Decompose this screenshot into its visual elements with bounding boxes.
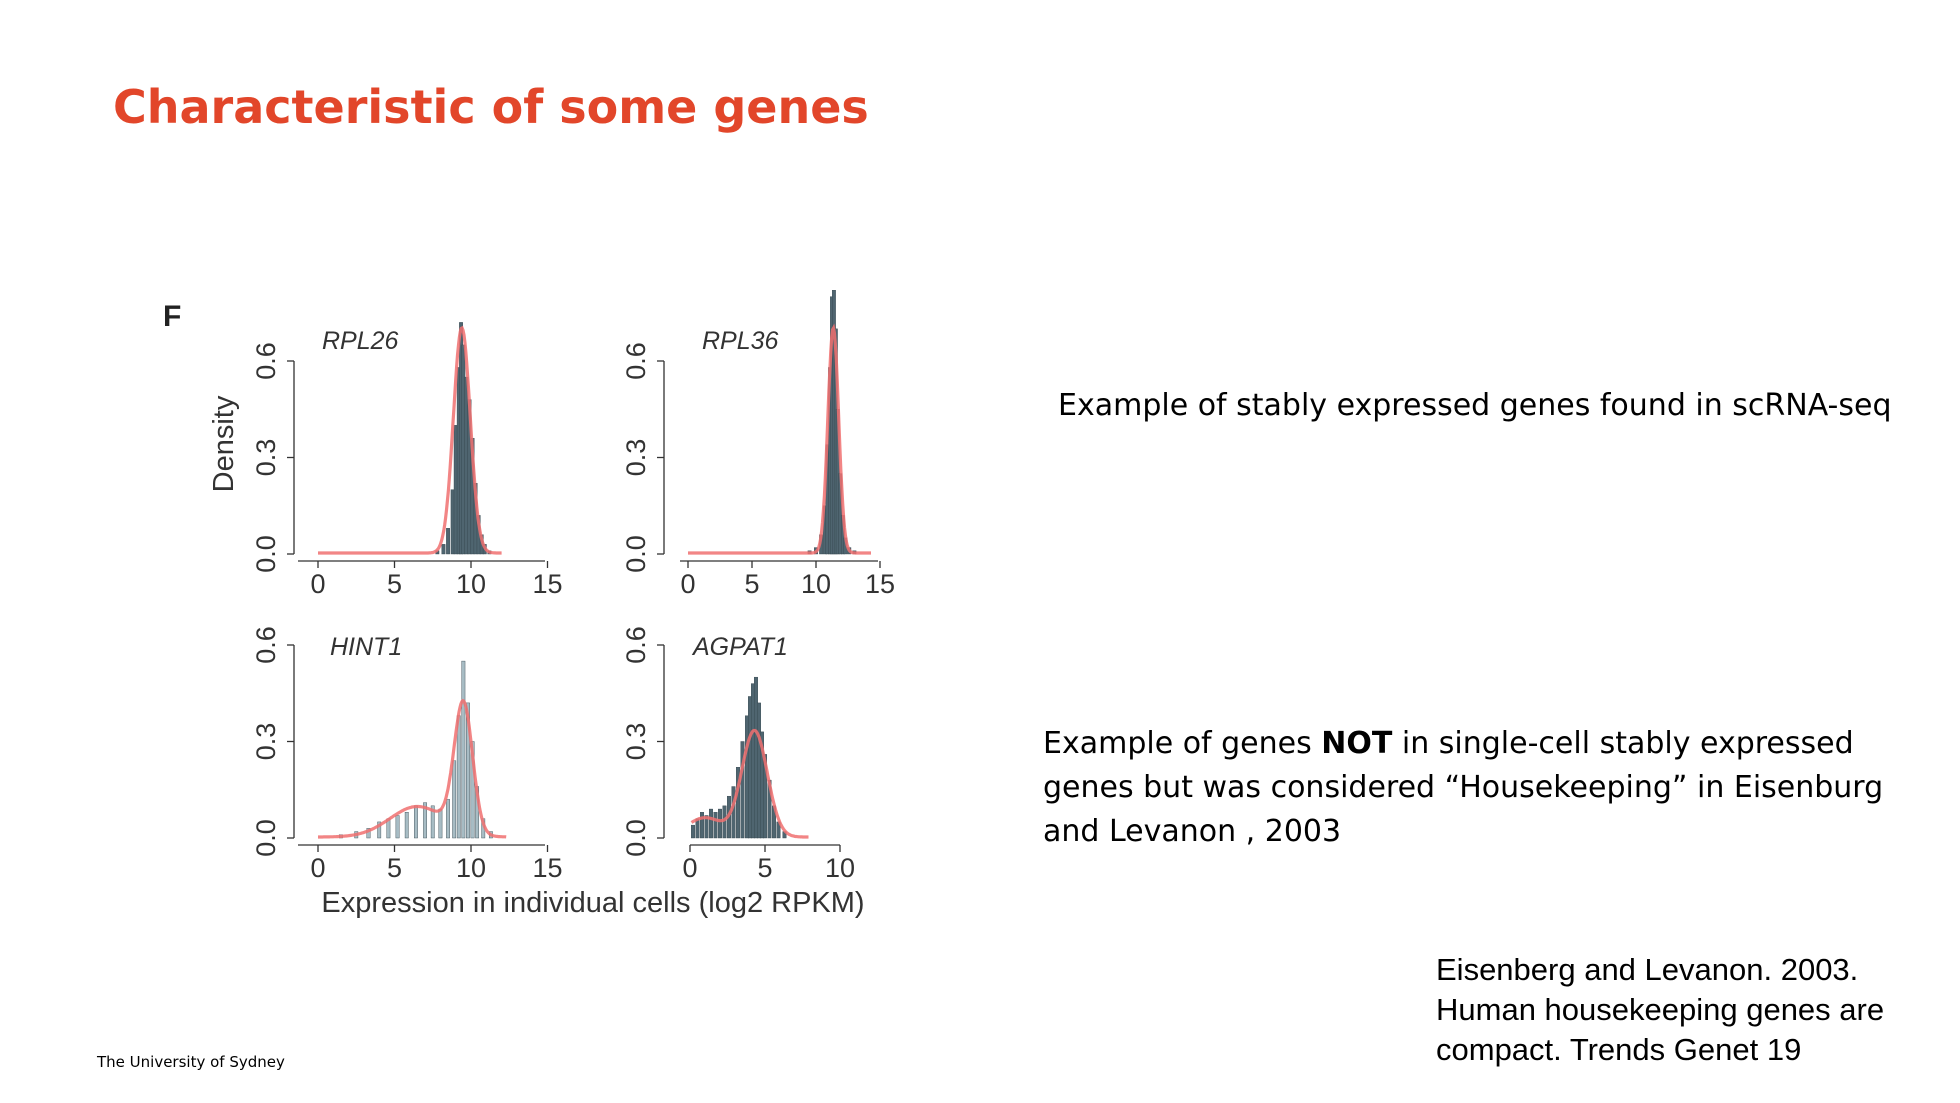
y-tick-label: 0.6 <box>251 626 281 664</box>
histogram-bar <box>704 815 709 839</box>
y-tick-label: 0.3 <box>621 439 651 477</box>
x-tick-label: 0 <box>310 569 325 599</box>
histogram-bar <box>700 812 705 839</box>
chart-panel-rpl26: 0 5 10 15 0.0 0.3 0.6 RPL26 Density <box>208 322 563 599</box>
stable-genes-note: Example of stably expressed genes found … <box>1058 388 1892 423</box>
x-tick-label: 15 <box>532 569 562 599</box>
histogram-bar <box>446 528 450 555</box>
gene-title: RPL36 <box>702 327 779 355</box>
histogram-bar <box>404 812 409 839</box>
y-tick-label: 0.0 <box>621 819 651 857</box>
histogram-bar <box>446 799 450 839</box>
note-prefix: Example of genes <box>1043 726 1322 761</box>
x-tick-label: 15 <box>532 853 562 883</box>
histogram-bar <box>709 808 714 839</box>
x-tick-label: 0 <box>680 569 695 599</box>
note-emphasis: NOT <box>1321 726 1393 761</box>
density-curve <box>318 325 502 555</box>
gene-title: RPL26 <box>322 327 399 355</box>
x-tick-label: 10 <box>801 569 831 599</box>
histogram-bar <box>414 805 418 839</box>
y-tick-label: 0.6 <box>621 342 651 380</box>
histogram-bar <box>456 715 461 839</box>
x-tick-label: 5 <box>387 569 402 599</box>
histogram-bar <box>441 544 446 555</box>
histogram-bar <box>466 702 470 839</box>
x-tick-label: 10 <box>825 853 855 883</box>
x-tick-label: 15 <box>865 569 895 599</box>
gene-title: AGPAT1 <box>691 633 788 661</box>
histogram-bar <box>713 812 718 839</box>
x-tick-label: 5 <box>387 853 402 883</box>
density-curve <box>690 728 809 839</box>
x-axis-label: Expression in individual cells (log2 RPK… <box>321 887 864 919</box>
histogram-bar <box>736 767 741 839</box>
histogram-bar <box>395 815 400 839</box>
x-tick-label: 10 <box>456 853 486 883</box>
chart-panel-hint1: 0 5 10 15 0.0 0.3 0.6 HINT1 <box>251 626 563 883</box>
y-tick-label: 0.0 <box>251 535 281 573</box>
citation: Eisenberg and Levanon. 2003. Human house… <box>1436 952 1885 1067</box>
histogram-bar <box>366 828 371 839</box>
footer-university: The University of Sydney <box>97 1053 285 1071</box>
histogram-bar <box>740 741 745 839</box>
histogram-bar <box>691 824 696 839</box>
y-tick-label: 0.3 <box>251 439 281 477</box>
gene-title: HINT1 <box>330 633 402 661</box>
histogram-bar <box>718 808 723 839</box>
x-tick-label: 5 <box>757 853 772 883</box>
x-tick-label: 0 <box>310 853 325 883</box>
histogram-bar <box>461 660 466 839</box>
histogram-bar <box>438 808 443 839</box>
density-curve <box>688 323 871 555</box>
x-tick-label: 0 <box>682 853 697 883</box>
histogram-bar <box>377 821 382 839</box>
y-tick-label: 0.6 <box>251 342 281 380</box>
y-tick-label: 0.0 <box>621 535 651 573</box>
density-curve <box>318 698 507 839</box>
histogram-bar <box>452 760 457 839</box>
chart-panel-rpl36: 0 5 10 15 0.0 0.3 0.6 RPL36 <box>621 290 895 599</box>
note-suffix: in single-cell stably expressed genes bu… <box>1043 726 1884 849</box>
y-tick-label: 0.3 <box>621 723 651 761</box>
chart-panel-agpat1: 0 5 10 0.0 0.3 0.6 AGPAT1 <box>621 626 855 883</box>
y-tick-label: 0.0 <box>251 819 281 857</box>
x-tick-label: 5 <box>744 569 759 599</box>
histogram-bar <box>423 802 427 839</box>
x-tick-label: 10 <box>456 569 486 599</box>
slide-title: Characteristic of some genes <box>113 80 869 134</box>
y-tick-label: 0.6 <box>621 626 651 664</box>
panel-letter: F <box>163 300 182 333</box>
histogram-bar <box>430 805 435 839</box>
y-tick-label: 0.3 <box>251 723 281 761</box>
y-axis-label: Density <box>208 395 240 492</box>
not-stable-genes-note: Example of genes NOT in single-cell stab… <box>1043 722 1943 854</box>
